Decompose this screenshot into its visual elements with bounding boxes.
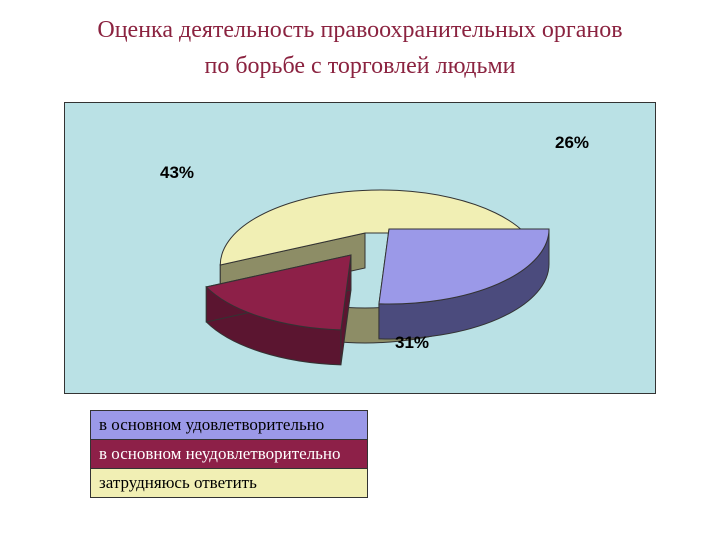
legend-cell-0: в основном удовлетворительно xyxy=(91,411,368,440)
legend-row-1: в основном неудовлетворительно xyxy=(91,440,368,469)
legend-table: в основном удовлетворительно в основном … xyxy=(90,410,368,498)
legend-cell-2: затрудняюсь ответить xyxy=(91,469,368,498)
title-line-2: по борьбе с торговлей людьми xyxy=(0,48,720,84)
title-line-1: Оценка деятельность правоохранительных о… xyxy=(0,12,720,48)
pct-label-43: 43% xyxy=(160,163,194,183)
chart-title: Оценка деятельность правоохранительных о… xyxy=(0,0,720,84)
legend-row-2: затрудняюсь ответить xyxy=(91,469,368,498)
legend-row-0: в основном удовлетворительно xyxy=(91,411,368,440)
pie-slice-26 xyxy=(379,229,549,339)
pct-label-31: 31% xyxy=(395,333,429,353)
legend-cell-1: в основном неудовлетворительно xyxy=(91,440,368,469)
pie-chart-area: 26% 31% 43% xyxy=(64,102,656,394)
pct-label-26: 26% xyxy=(555,133,589,153)
